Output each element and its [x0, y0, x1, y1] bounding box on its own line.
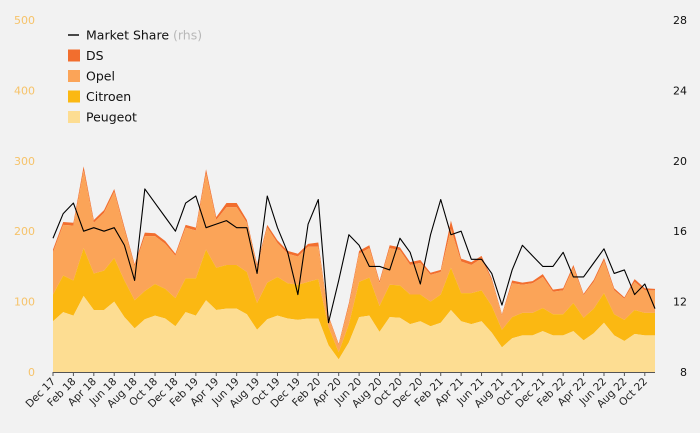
y-left-tick-label: 400 — [14, 84, 35, 97]
legend-swatch-ds — [68, 49, 80, 62]
y-right-tick-label: 24 — [673, 84, 687, 97]
area-citroen — [53, 248, 655, 360]
legend-swatch-opel — [68, 70, 80, 82]
y-left-tick-label: 100 — [14, 296, 35, 309]
legend-swatch-citroen — [68, 90, 80, 103]
area-peugeot — [53, 295, 655, 372]
legend-swatch-peugeot — [68, 111, 80, 123]
y-right-tick-label: 20 — [673, 155, 687, 168]
left-axis-ticks: 0 100 200 300 400 500 — [14, 14, 35, 379]
right-axis-ticks: 8 12 16 20 24 28 — [673, 14, 687, 379]
area-layer — [53, 166, 655, 372]
y-left-tick-label: 500 — [14, 14, 35, 27]
y-left-tick-label: 300 — [14, 155, 35, 168]
y-right-tick-label: 8 — [680, 366, 687, 379]
legend-label-citroen: Citroen — [86, 89, 131, 104]
legend: Market Share (rhs) DS Opel Citroen Peugeot — [68, 28, 202, 125]
y-right-tick-label: 12 — [673, 296, 687, 309]
legend-label-opel: Opel — [86, 69, 115, 84]
legend-label-ds: DS — [86, 48, 104, 63]
legend-note-market-share: (rhs) — [169, 28, 202, 43]
y-left-tick-label: 0 — [28, 366, 35, 379]
y-right-tick-label: 28 — [673, 14, 687, 27]
market-share-line — [52, 188, 656, 324]
legend-label-market-share: Market Share (rhs) — [86, 28, 202, 43]
y-right-tick-label: 16 — [673, 225, 687, 238]
y-left-tick-label: 200 — [14, 225, 35, 238]
area-opel — [53, 170, 655, 353]
legend-label-peugeot: Peugeot — [86, 110, 137, 125]
market-share-line-layer — [52, 188, 656, 324]
